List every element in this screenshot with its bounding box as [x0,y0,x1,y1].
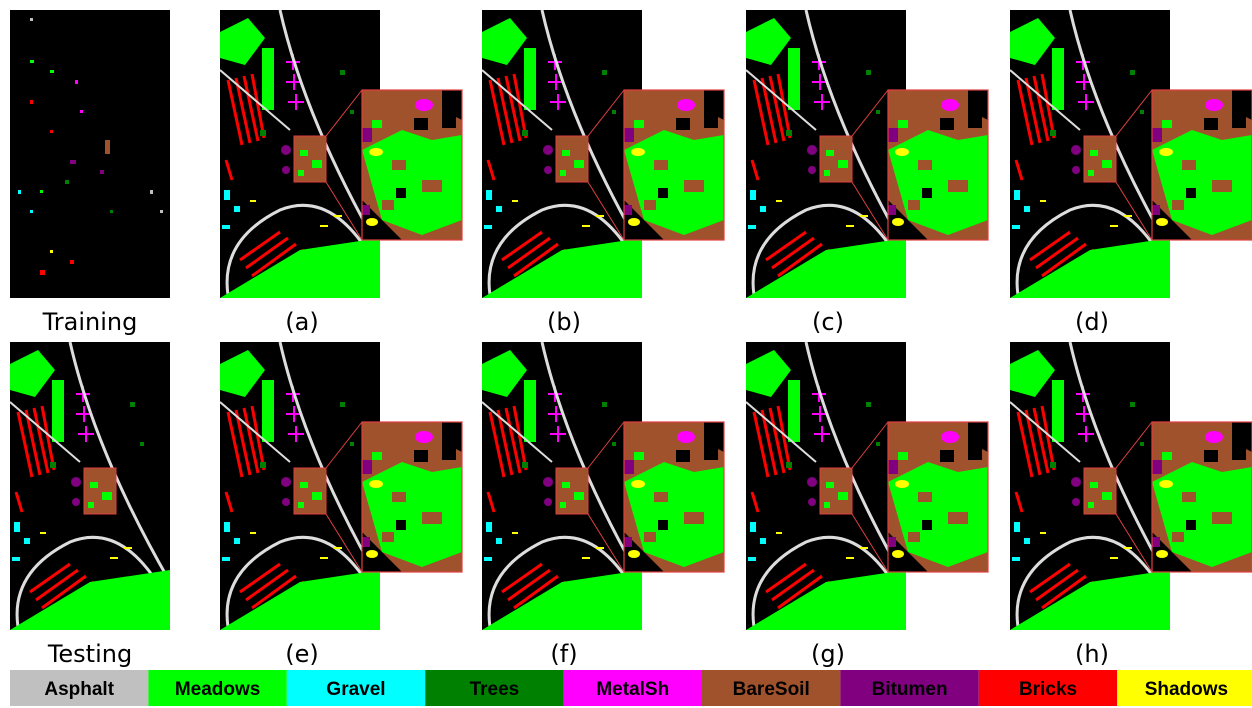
classification-map [746,342,906,630]
zoom-view [888,90,988,240]
figure: Training(a)(b)(c)(d)Testing(e)(f)(g)(h) … [0,0,1252,708]
legend: Asphalt Meadows Gravel Trees MetalSh BareSoil… [10,670,1252,706]
zoom-view [362,90,462,240]
zoom-view [1152,90,1252,240]
panels: Training (a) (b) (c) (d) Testing (e) (f) (g) (h) [10,10,1252,668]
legend-label: Trees [470,679,520,700]
panel-label: (c) [812,308,844,336]
panel-label: (b) [547,308,581,336]
classification-map [1010,342,1170,630]
zoom-view [362,422,462,572]
panel: (c) [746,10,988,336]
legend-label: MetalSh [596,679,669,700]
zoom-view [888,422,988,572]
zoom-view [1152,422,1252,572]
legend-label: Bricks [1019,679,1077,700]
legend-label: Shadows [1145,679,1228,700]
legend-label: Asphalt [44,679,114,700]
panel: (g) [746,342,988,668]
panel-label: Testing [47,640,132,668]
panel-label: (e) [285,640,319,668]
classification-map [220,342,380,630]
panel-label: (f) [550,640,577,668]
panel: Testing [10,342,170,668]
classification-map [1010,10,1170,298]
legend-label: Bitumen [872,679,948,700]
classification-map [10,342,170,630]
panel-label: (d) [1075,308,1109,336]
panel: (d) [1010,10,1252,336]
panel-label: (a) [285,308,318,336]
classification-map [482,10,642,298]
legend-label: Meadows [175,679,261,700]
panel: (b) [482,10,724,336]
panel-label: Training [42,308,138,336]
legend-label: Gravel [326,679,385,700]
classification-map [482,342,642,630]
zoom-view [624,90,724,240]
panel-label: (g) [811,640,845,668]
classification-map [10,10,170,298]
panel: (f) [482,342,724,668]
panel: (e) [220,342,462,668]
panel: Training [10,10,170,336]
panel-label: (h) [1075,640,1109,668]
classification-map [220,10,380,298]
zoom-view [624,422,724,572]
legend-label: BareSoil [733,679,810,700]
panel: (a) [220,10,462,336]
panel: (h) [1010,342,1252,668]
classification-map [746,10,906,298]
